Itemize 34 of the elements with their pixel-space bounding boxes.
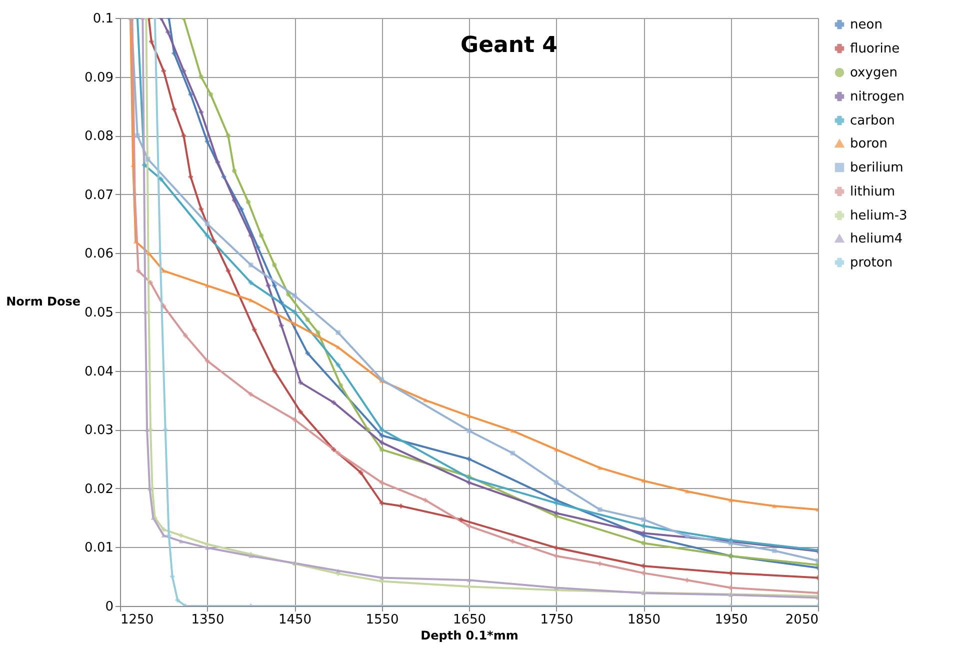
legend-label: berilium — [850, 160, 904, 176]
x-tick-label: 2050 — [785, 612, 818, 628]
legend-label: oxygen — [850, 66, 898, 80]
legend-label: carbon — [850, 114, 895, 128]
y-tick-label: 0.01 — [84, 540, 114, 556]
legend-label: neon — [850, 18, 882, 32]
y-tick-label: 0.07 — [84, 188, 114, 203]
y-tick-label: 0.02 — [84, 482, 114, 497]
x-tick-label: 1450 — [278, 612, 312, 628]
x-tick-label: 1350 — [191, 612, 224, 628]
y-tick-label: 0.06 — [84, 246, 114, 262]
x-axis-title: Depth 0.1*mm — [420, 628, 518, 642]
y-axis-title: Norm Dose — [6, 294, 80, 308]
y-tick-label: 0.04 — [84, 364, 114, 380]
x-tick-label: 1550 — [366, 612, 399, 628]
legend-label: boron — [850, 136, 888, 152]
legend-label: helium-3 — [850, 208, 908, 224]
y-tick-label: 0.09 — [84, 70, 114, 86]
y-tick-label: 0 — [105, 600, 114, 614]
x-tick-label: 1750 — [540, 612, 574, 628]
x-tick-label: 1950 — [714, 612, 748, 628]
legend-label: proton — [850, 256, 893, 270]
y-tick-label: 0.08 — [84, 129, 114, 144]
x-tick-label: 1650 — [452, 612, 486, 628]
legend-label: fluorine — [850, 42, 900, 56]
y-tick-label: 0.1 — [92, 12, 114, 26]
text: Geant 4 — [460, 33, 558, 58]
y-tick-label: 0.03 — [84, 423, 114, 438]
legend-label: nitrogen — [850, 90, 904, 104]
y-tick-label: 0.05 — [84, 306, 114, 320]
x-tick-label: 1250 — [120, 612, 154, 628]
legend-label: lithium — [850, 184, 896, 200]
legend-label: helium4 — [850, 232, 903, 246]
x-tick-label: 1850 — [627, 612, 661, 628]
